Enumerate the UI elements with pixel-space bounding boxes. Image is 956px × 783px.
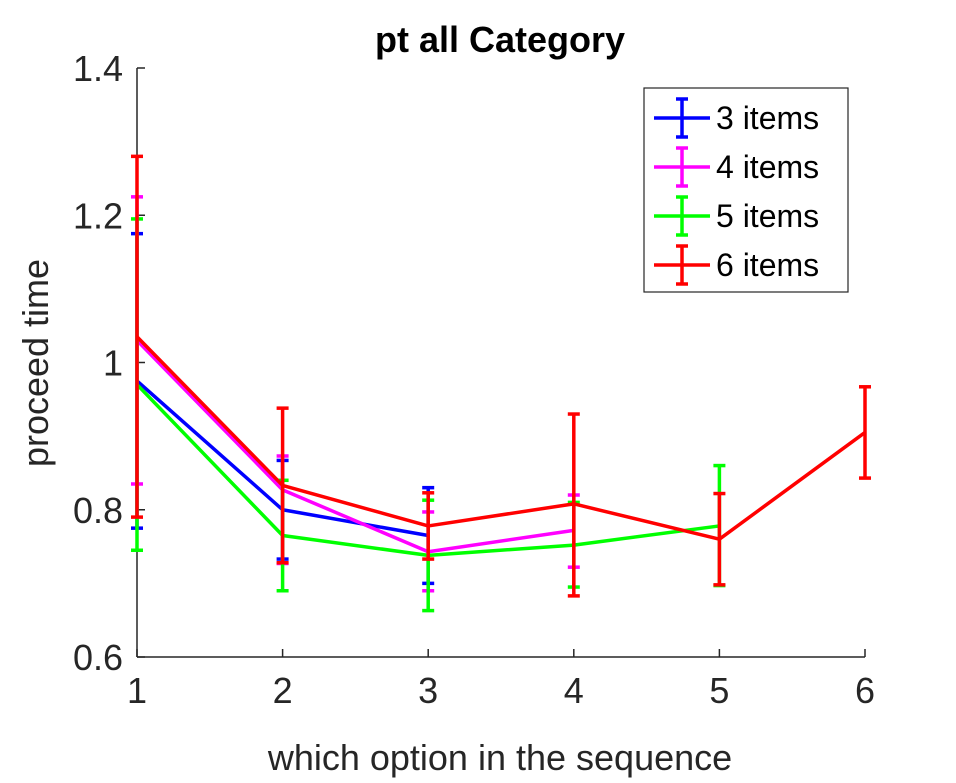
- x-tick-label: 1: [127, 670, 147, 711]
- legend: 3 items 4 items 5 items 6 items: [643, 87, 849, 293]
- legend-label: 4 items: [716, 149, 819, 185]
- y-axis-label: proceed time: [15, 259, 56, 467]
- series-line: [135, 335, 867, 541]
- legend-label: 6 items: [716, 247, 819, 283]
- legend-swatch: [654, 146, 710, 188]
- x-tick-label: 5: [709, 670, 729, 711]
- axes: 1 2 3 4 5 6 0.6 0.8 1 1.2 1.4: [73, 48, 875, 711]
- legend-swatch: [654, 244, 710, 286]
- error-bar: [713, 491, 726, 587]
- legend-box: [643, 87, 849, 293]
- chart-title: pt all Category: [375, 19, 625, 60]
- y-tick-label: 1.2: [73, 195, 123, 236]
- plot-area: [131, 154, 871, 613]
- x-tick-label: 4: [564, 670, 584, 711]
- series-line: [135, 339, 575, 554]
- error-bar: [131, 154, 143, 519]
- x-tick-label: 2: [273, 670, 293, 711]
- legend-swatch: [654, 195, 710, 237]
- error-bar: [276, 406, 289, 565]
- error-bar: [422, 491, 435, 561]
- series-6-items: [131, 154, 871, 598]
- series-4-items: [131, 195, 580, 593]
- x-tick-label: 6: [855, 670, 875, 711]
- error-bar: [859, 385, 871, 480]
- legend-label: 3 items: [716, 100, 819, 136]
- legend-swatch: [654, 97, 710, 139]
- x-axis-label: which option in the sequence: [267, 737, 732, 778]
- y-tick-label: 0.6: [73, 637, 123, 678]
- error-bar: [567, 412, 580, 598]
- y-tick-label: 0.8: [73, 490, 123, 531]
- y-tick-label: 1: [103, 343, 123, 384]
- y-tick-label: 1.4: [73, 48, 123, 89]
- legend-label: 5 items: [716, 198, 819, 234]
- x-tick-label: 3: [418, 670, 438, 711]
